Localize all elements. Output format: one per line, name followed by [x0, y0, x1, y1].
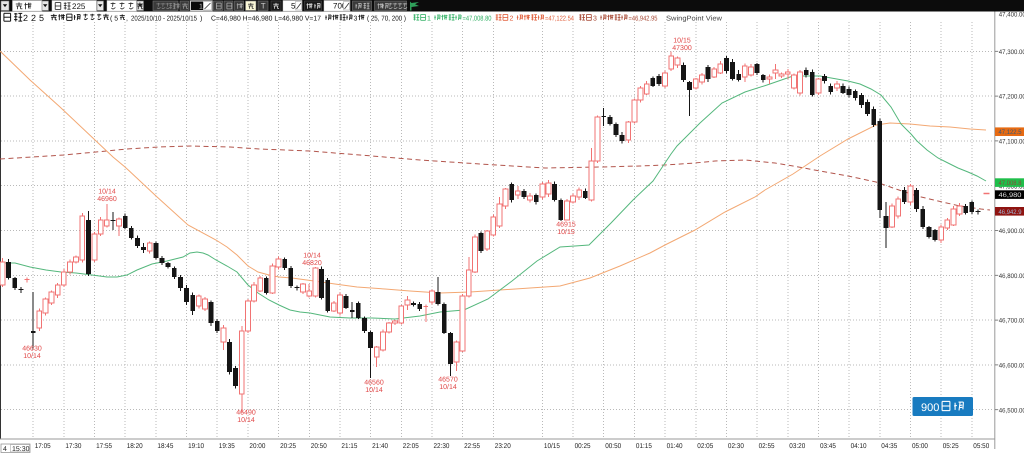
svg-text:05:00: 05:00	[912, 443, 928, 450]
svg-text:22:30: 22:30	[434, 443, 450, 450]
svg-text:17:05: 17:05	[35, 443, 51, 450]
svg-text:46,700.00: 46,700.00	[999, 318, 1024, 325]
svg-text:C=46,980 H=46,980 L=46,980 V=1: C=46,980 H=46,980 L=46,980 V=17	[211, 16, 321, 23]
svg-text:18:20: 18:20	[127, 443, 143, 450]
svg-text:=46,942.95: =46,942.95	[629, 16, 658, 23]
svg-text:46,800.00: 46,800.00	[999, 273, 1024, 280]
svg-text:SwingPoint View: SwingPoint View	[666, 15, 723, 23]
svg-text:04:35: 04:35	[881, 443, 897, 450]
svg-text:01:15: 01:15	[636, 443, 652, 450]
svg-text:00:25: 00:25	[575, 443, 591, 450]
svg-text:05:25: 05:25	[943, 443, 959, 450]
svg-text:46915: 46915	[556, 222, 576, 229]
svg-text:46630: 46630	[22, 346, 42, 353]
svg-text:03:20: 03:20	[789, 443, 805, 450]
svg-text:02:55: 02:55	[759, 443, 775, 450]
svg-text:46,942.9: 46,942.9	[999, 209, 1022, 216]
svg-text:10/15: 10/15	[673, 37, 691, 45]
svg-text:2025/10/10 - 2025/10/15: 2025/10/10 - 2025/10/15	[131, 15, 197, 23]
svg-text:22:05: 22:05	[403, 443, 419, 450]
svg-text:10/15: 10/15	[544, 442, 560, 450]
svg-text:05:50: 05:50	[973, 443, 989, 450]
svg-text:3: 3	[593, 16, 597, 23]
svg-text:10/15: 10/15	[557, 228, 575, 236]
svg-text:47,008.8: 47,008.8	[999, 180, 1022, 187]
svg-text:,: ,	[126, 16, 128, 23]
svg-text:46560: 46560	[364, 380, 384, 387]
svg-text:2: 2	[510, 16, 514, 23]
svg-text:46820: 46820	[302, 260, 322, 267]
svg-text:46,600.00: 46,600.00	[999, 363, 1024, 370]
svg-text:02:05: 02:05	[697, 443, 713, 450]
svg-text:47,400.00: 47,400.00	[999, 12, 1024, 19]
svg-text:46,900.00: 46,900.00	[999, 228, 1024, 235]
svg-text:=47,008.80: =47,008.80	[463, 16, 492, 23]
svg-text:01:40: 01:40	[667, 443, 683, 450]
svg-text:10/14: 10/14	[365, 386, 383, 394]
svg-text:20:00: 20:00	[249, 443, 265, 450]
svg-text:47,100.00: 47,100.00	[999, 139, 1024, 146]
svg-text:=47,122.54: =47,122.54	[545, 16, 574, 23]
svg-text:21:15: 21:15	[341, 443, 357, 450]
svg-text:20:25: 20:25	[280, 443, 296, 450]
svg-text:02:30: 02:30	[728, 443, 744, 450]
svg-text:18:45: 18:45	[157, 443, 173, 450]
svg-text:47,300.00: 47,300.00	[999, 49, 1024, 56]
svg-text:): )	[200, 15, 202, 23]
svg-text:10/14: 10/14	[23, 352, 41, 360]
svg-text:225: 225	[23, 13, 47, 23]
svg-text:17:55: 17:55	[96, 443, 112, 450]
svg-text:3: 3	[354, 16, 358, 23]
svg-text:03:45: 03:45	[820, 443, 836, 450]
svg-text:( 25, 70, 200 ): ( 25, 70, 200 )	[367, 15, 406, 23]
svg-text:1: 1	[427, 16, 431, 23]
svg-text:22:55: 22:55	[464, 443, 480, 450]
svg-text:10/14: 10/14	[237, 416, 255, 424]
svg-text:46490: 46490	[236, 410, 256, 417]
svg-text:4: 4	[3, 446, 7, 453]
svg-text:19:35: 19:35	[219, 443, 235, 450]
svg-text:1: 1	[199, 4, 203, 11]
svg-text:15:30: 15:30	[12, 446, 30, 453]
svg-text:17:30: 17:30	[65, 443, 81, 450]
svg-text:46570: 46570	[438, 377, 458, 384]
svg-text:10/14: 10/14	[303, 252, 321, 260]
svg-text:47300: 47300	[672, 45, 692, 52]
svg-text:10/14: 10/14	[98, 188, 116, 196]
svg-text:47,200.00: 47,200.00	[999, 94, 1024, 101]
svg-text:20:50: 20:50	[311, 443, 327, 450]
svg-text:46960: 46960	[97, 196, 117, 203]
svg-text:23:20: 23:20	[495, 443, 511, 450]
svg-text:19:10: 19:10	[188, 443, 204, 450]
svg-text:900: 900	[921, 402, 939, 414]
svg-text:225: 225	[72, 2, 86, 11]
svg-text:( 5: ( 5	[110, 15, 118, 23]
svg-text:46,500.00: 46,500.00	[999, 407, 1024, 414]
svg-text:46,980: 46,980	[999, 192, 1022, 199]
svg-text:21:40: 21:40	[372, 443, 388, 450]
svg-text:00:50: 00:50	[605, 443, 621, 450]
svg-text:10/14: 10/14	[439, 383, 457, 391]
svg-text:T: T	[261, 2, 266, 11]
svg-text:04:10: 04:10	[851, 443, 867, 450]
svg-text:47,122.5: 47,122.5	[999, 129, 1022, 136]
